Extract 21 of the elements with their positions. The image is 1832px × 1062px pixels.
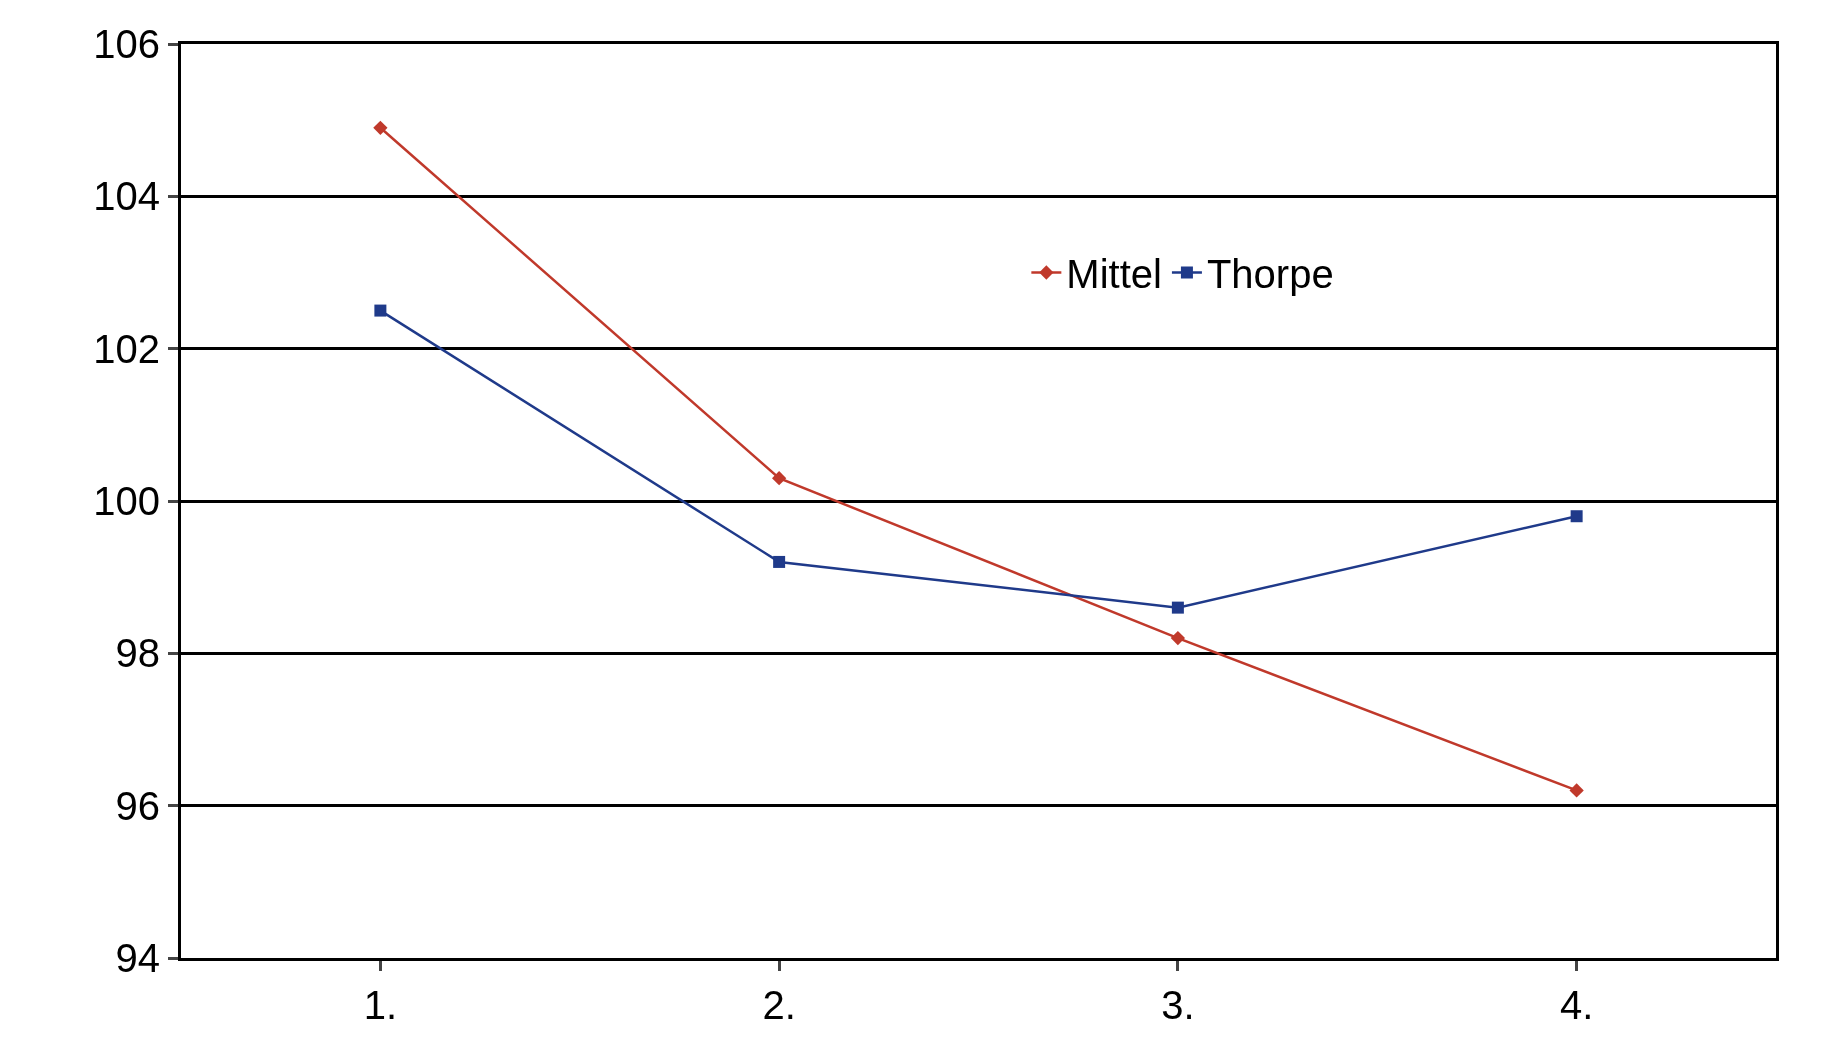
- y-tick-label: 106: [93, 22, 160, 66]
- point: [773, 555, 786, 568]
- x-tick-label: 1.: [363, 983, 398, 1027]
- point: [1570, 510, 1583, 523]
- point: [373, 120, 388, 135]
- y-tick-label: 96: [115, 783, 160, 828]
- x-tick-label: 3.: [1161, 983, 1195, 1027]
- y-tick-label: 100: [93, 479, 160, 523]
- y-tick-label: 94: [115, 936, 160, 980]
- y-tick-label: 102: [93, 326, 160, 371]
- legend-label: Thorpe: [1206, 252, 1334, 297]
- point: [1569, 783, 1584, 798]
- point: [1170, 630, 1186, 646]
- point: [374, 304, 387, 317]
- legend-label: Mittel: [1066, 252, 1162, 297]
- y-tick-label: 98: [115, 631, 160, 676]
- y-tick-label: 104: [93, 174, 160, 219]
- x-tick-label: 4.: [1559, 983, 1594, 1027]
- point: [1171, 601, 1184, 614]
- x-tick-label: 2.: [762, 983, 796, 1027]
- point: [771, 471, 787, 486]
